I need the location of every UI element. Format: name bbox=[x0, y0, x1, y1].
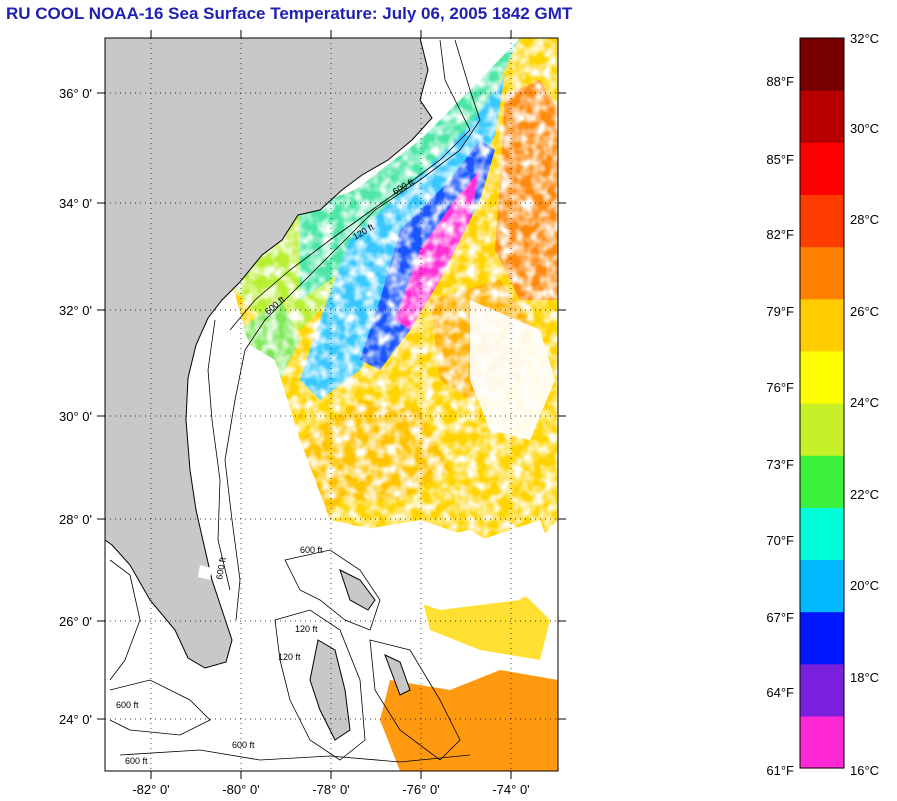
colorbar-segment bbox=[800, 298, 844, 352]
sst-field bbox=[160, 38, 558, 771]
lon-label-76: -76° 0' bbox=[402, 782, 439, 797]
graticule-grid bbox=[105, 38, 558, 771]
colorbar-segment bbox=[800, 90, 844, 143]
colorbar-frame bbox=[799, 37, 845, 769]
lon-label-74: -74° 0' bbox=[492, 782, 529, 797]
fahrenheit-label-79: 79°F bbox=[766, 304, 794, 319]
bathymetry-contours bbox=[109, 39, 481, 763]
longitude-labels: -82° 0' -80° 0' -78° 0' -76° 0' -74° 0' bbox=[132, 782, 529, 797]
fahrenheit-label-88: 88°F bbox=[766, 74, 794, 89]
colorbar-segment bbox=[800, 142, 844, 196]
colorbar-segment bbox=[800, 194, 844, 248]
fahrenheit-label-67: 67°F bbox=[766, 610, 794, 625]
contour-label-600ft-florida: 600 ft bbox=[214, 556, 228, 580]
fahrenheit-label-64: 64°F bbox=[766, 685, 794, 700]
latitude-labels: 36° 0' 34° 0' 32° 0' 30° 0' 28° 0' 26° 0… bbox=[59, 86, 92, 727]
land-mass bbox=[105, 38, 433, 741]
celsius-label-22: 22°C bbox=[850, 487, 879, 502]
map-panel: 120 ft 600 ft 600 ft 600 ft 600 ft 120 f… bbox=[105, 38, 558, 771]
contour-label-600ft-keys: 600 ft bbox=[116, 700, 139, 710]
fahrenheit-label-73: 73°F bbox=[766, 457, 794, 472]
map-title: RU COOL NOAA-16 Sea Surface Temperature:… bbox=[6, 4, 573, 23]
celsius-label-32: 32°C bbox=[850, 31, 879, 46]
colorbar-segment bbox=[800, 350, 844, 404]
celsius-label-16: 16°C bbox=[850, 763, 879, 778]
contour-label-120ft-andros: 120 ft bbox=[278, 652, 301, 662]
celsius-label-20: 20°C bbox=[850, 578, 879, 593]
fahrenheit-label-76: 76°F bbox=[766, 380, 794, 395]
temperature-colorbar: 32°C 30°C 28°C 26°C 24°C 22°C 20°C 18°C … bbox=[766, 31, 879, 778]
fahrenheit-label-61: 61°F bbox=[766, 763, 794, 778]
contour-label-600ft-cuba: 600 ft bbox=[125, 756, 148, 766]
colorbar-segment bbox=[800, 507, 844, 561]
fahrenheit-label-70: 70°F bbox=[766, 533, 794, 548]
colorbar-segment bbox=[800, 246, 844, 300]
lat-label-32: 32° 0' bbox=[59, 303, 92, 318]
celsius-label-28: 28°C bbox=[850, 212, 879, 227]
colorbar-segment bbox=[800, 559, 844, 613]
celsius-label-18: 18°C bbox=[850, 670, 879, 685]
lon-label-78: -78° 0' bbox=[312, 782, 349, 797]
lat-label-34: 34° 0' bbox=[59, 196, 92, 211]
lat-label-28: 28° 0' bbox=[59, 512, 92, 527]
colorbar-segment bbox=[800, 715, 844, 769]
colorbar-segment bbox=[800, 455, 844, 508]
celsius-label-30: 30°C bbox=[850, 121, 879, 136]
lat-label-36: 36° 0' bbox=[59, 86, 92, 101]
lat-label-26: 26° 0' bbox=[59, 614, 92, 629]
celsius-label-26: 26°C bbox=[850, 304, 879, 319]
fahrenheit-label-85: 85°F bbox=[766, 152, 794, 167]
contour-label-120ft-bahamas: 120 ft bbox=[295, 624, 318, 634]
lon-label-80: -80° 0' bbox=[222, 782, 259, 797]
fahrenheit-labels: 88°F 85°F 82°F 79°F 76°F 73°F 70°F 67°F … bbox=[766, 74, 794, 778]
axis-ticks bbox=[97, 30, 566, 779]
colorbar-segment bbox=[800, 403, 844, 456]
celsius-labels: 32°C 30°C 28°C 26°C 24°C 22°C 20°C 18°C … bbox=[850, 31, 879, 778]
colorbar-segment bbox=[800, 38, 844, 91]
lon-label-82: -82° 0' bbox=[132, 782, 169, 797]
colorbar-segment bbox=[800, 663, 844, 717]
fahrenheit-label-82: 82°F bbox=[766, 227, 794, 242]
contour-label-600ft-bahamas: 600 ft bbox=[300, 545, 323, 555]
lat-label-24: 24° 0' bbox=[59, 712, 92, 727]
lat-label-30: 30° 0' bbox=[59, 409, 92, 424]
colorbar-segment bbox=[800, 611, 844, 665]
celsius-label-24: 24°C bbox=[850, 395, 879, 410]
contour-label-600ft-south: 600 ft bbox=[232, 740, 255, 750]
colorbar-segments bbox=[800, 38, 844, 769]
